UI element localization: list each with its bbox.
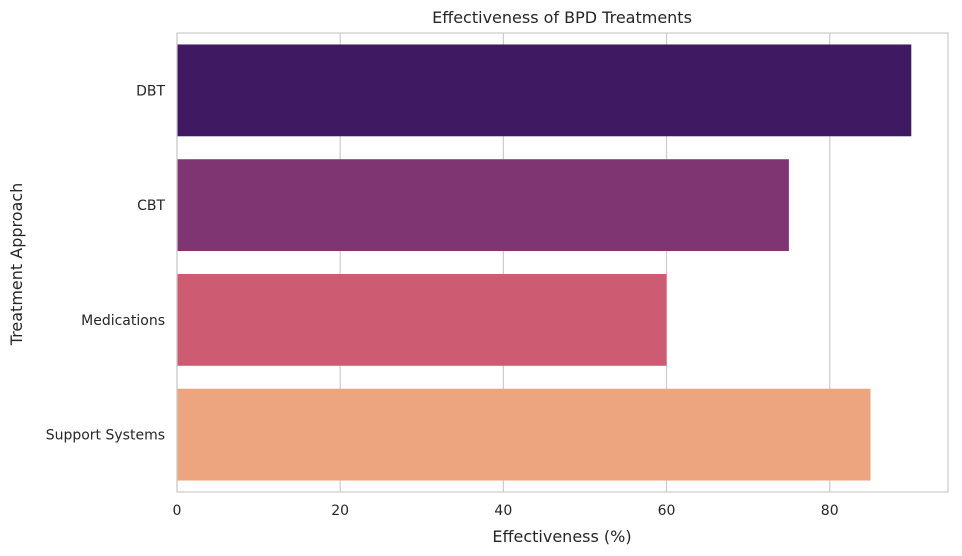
y-tick-label: DBT — [136, 83, 165, 99]
x-axis-label: Effectiveness (%) — [492, 527, 631, 546]
chart-title: Effectiveness of BPD Treatments — [432, 8, 692, 27]
y-tick-label: CBT — [137, 198, 165, 214]
x-tick-label: 20 — [331, 503, 349, 519]
x-tick-labels: 0 20 40 60 80 — [173, 503, 839, 519]
y-tick-labels: DBT CBT Medications Support Systems — [46, 83, 166, 443]
plot-frame — [176, 32, 949, 493]
bar-medications — [177, 273, 667, 366]
bar-support-systems — [177, 388, 871, 481]
y-axis-label: Treatment Approach — [7, 183, 26, 347]
x-tick-label: 0 — [173, 503, 182, 519]
bar-cbt — [177, 159, 789, 252]
bars — [177, 44, 912, 481]
x-tick-label: 80 — [821, 503, 839, 519]
x-tick-label: 40 — [494, 503, 512, 519]
y-tick-label: Medications — [81, 313, 165, 329]
y-tick-label: Support Systems — [46, 428, 165, 444]
x-tick-label: 60 — [658, 503, 676, 519]
bar-dbt — [177, 44, 912, 137]
